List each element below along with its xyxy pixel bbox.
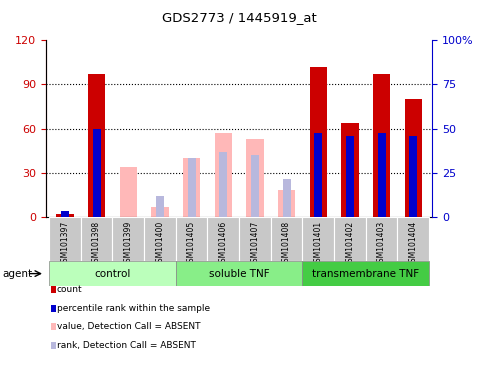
Text: GSM101408: GSM101408 — [282, 220, 291, 266]
Bar — [346, 136, 354, 217]
Text: agent: agent — [2, 268, 32, 279]
Text: GSM101399: GSM101399 — [124, 220, 133, 267]
Bar — [373, 74, 390, 217]
Bar — [310, 67, 327, 217]
Bar — [207, 217, 239, 261]
Bar — [81, 217, 113, 261]
Text: control: control — [94, 268, 130, 279]
Text: GSM101397: GSM101397 — [60, 220, 70, 267]
Text: GSM101406: GSM101406 — [219, 220, 228, 267]
Bar — [56, 214, 73, 217]
Text: GSM101400: GSM101400 — [156, 220, 164, 267]
Bar — [302, 261, 429, 286]
Bar — [251, 155, 259, 217]
Text: percentile rank within the sample: percentile rank within the sample — [57, 304, 210, 313]
Bar — [378, 133, 385, 217]
Bar — [314, 133, 322, 217]
Bar — [93, 129, 100, 217]
Bar — [405, 99, 422, 217]
Bar — [156, 196, 164, 217]
Bar — [366, 217, 398, 261]
Text: soluble TNF: soluble TNF — [209, 268, 270, 279]
Text: GSM101405: GSM101405 — [187, 220, 196, 267]
Text: GSM101404: GSM101404 — [409, 220, 418, 267]
Bar — [144, 217, 176, 261]
Bar — [187, 158, 196, 217]
Text: GSM101407: GSM101407 — [250, 220, 259, 267]
Text: GSM101402: GSM101402 — [345, 220, 355, 266]
Text: GSM101398: GSM101398 — [92, 220, 101, 266]
Bar — [151, 207, 169, 217]
Bar — [409, 136, 417, 217]
Bar — [334, 217, 366, 261]
Bar — [278, 190, 295, 217]
Bar — [341, 123, 359, 217]
Bar — [113, 217, 144, 261]
Bar — [398, 217, 429, 261]
Bar — [49, 217, 81, 261]
Bar — [239, 217, 271, 261]
Bar — [302, 217, 334, 261]
Text: rank, Detection Call = ABSENT: rank, Detection Call = ABSENT — [57, 341, 196, 350]
Text: transmembrane TNF: transmembrane TNF — [312, 268, 419, 279]
Bar — [119, 167, 137, 217]
Bar — [49, 261, 176, 286]
Bar — [88, 74, 105, 217]
Bar — [176, 217, 207, 261]
Bar — [183, 158, 200, 217]
Bar — [214, 133, 232, 217]
Bar — [271, 217, 302, 261]
Text: count: count — [57, 285, 83, 295]
Bar — [246, 139, 264, 217]
Text: GDS2773 / 1445919_at: GDS2773 / 1445919_at — [162, 11, 316, 24]
Bar — [219, 152, 227, 217]
Bar — [176, 261, 302, 286]
Bar — [61, 211, 69, 217]
Text: value, Detection Call = ABSENT: value, Detection Call = ABSENT — [57, 322, 200, 331]
Text: GSM101401: GSM101401 — [314, 220, 323, 266]
Text: GSM101403: GSM101403 — [377, 220, 386, 267]
Bar — [283, 179, 291, 217]
